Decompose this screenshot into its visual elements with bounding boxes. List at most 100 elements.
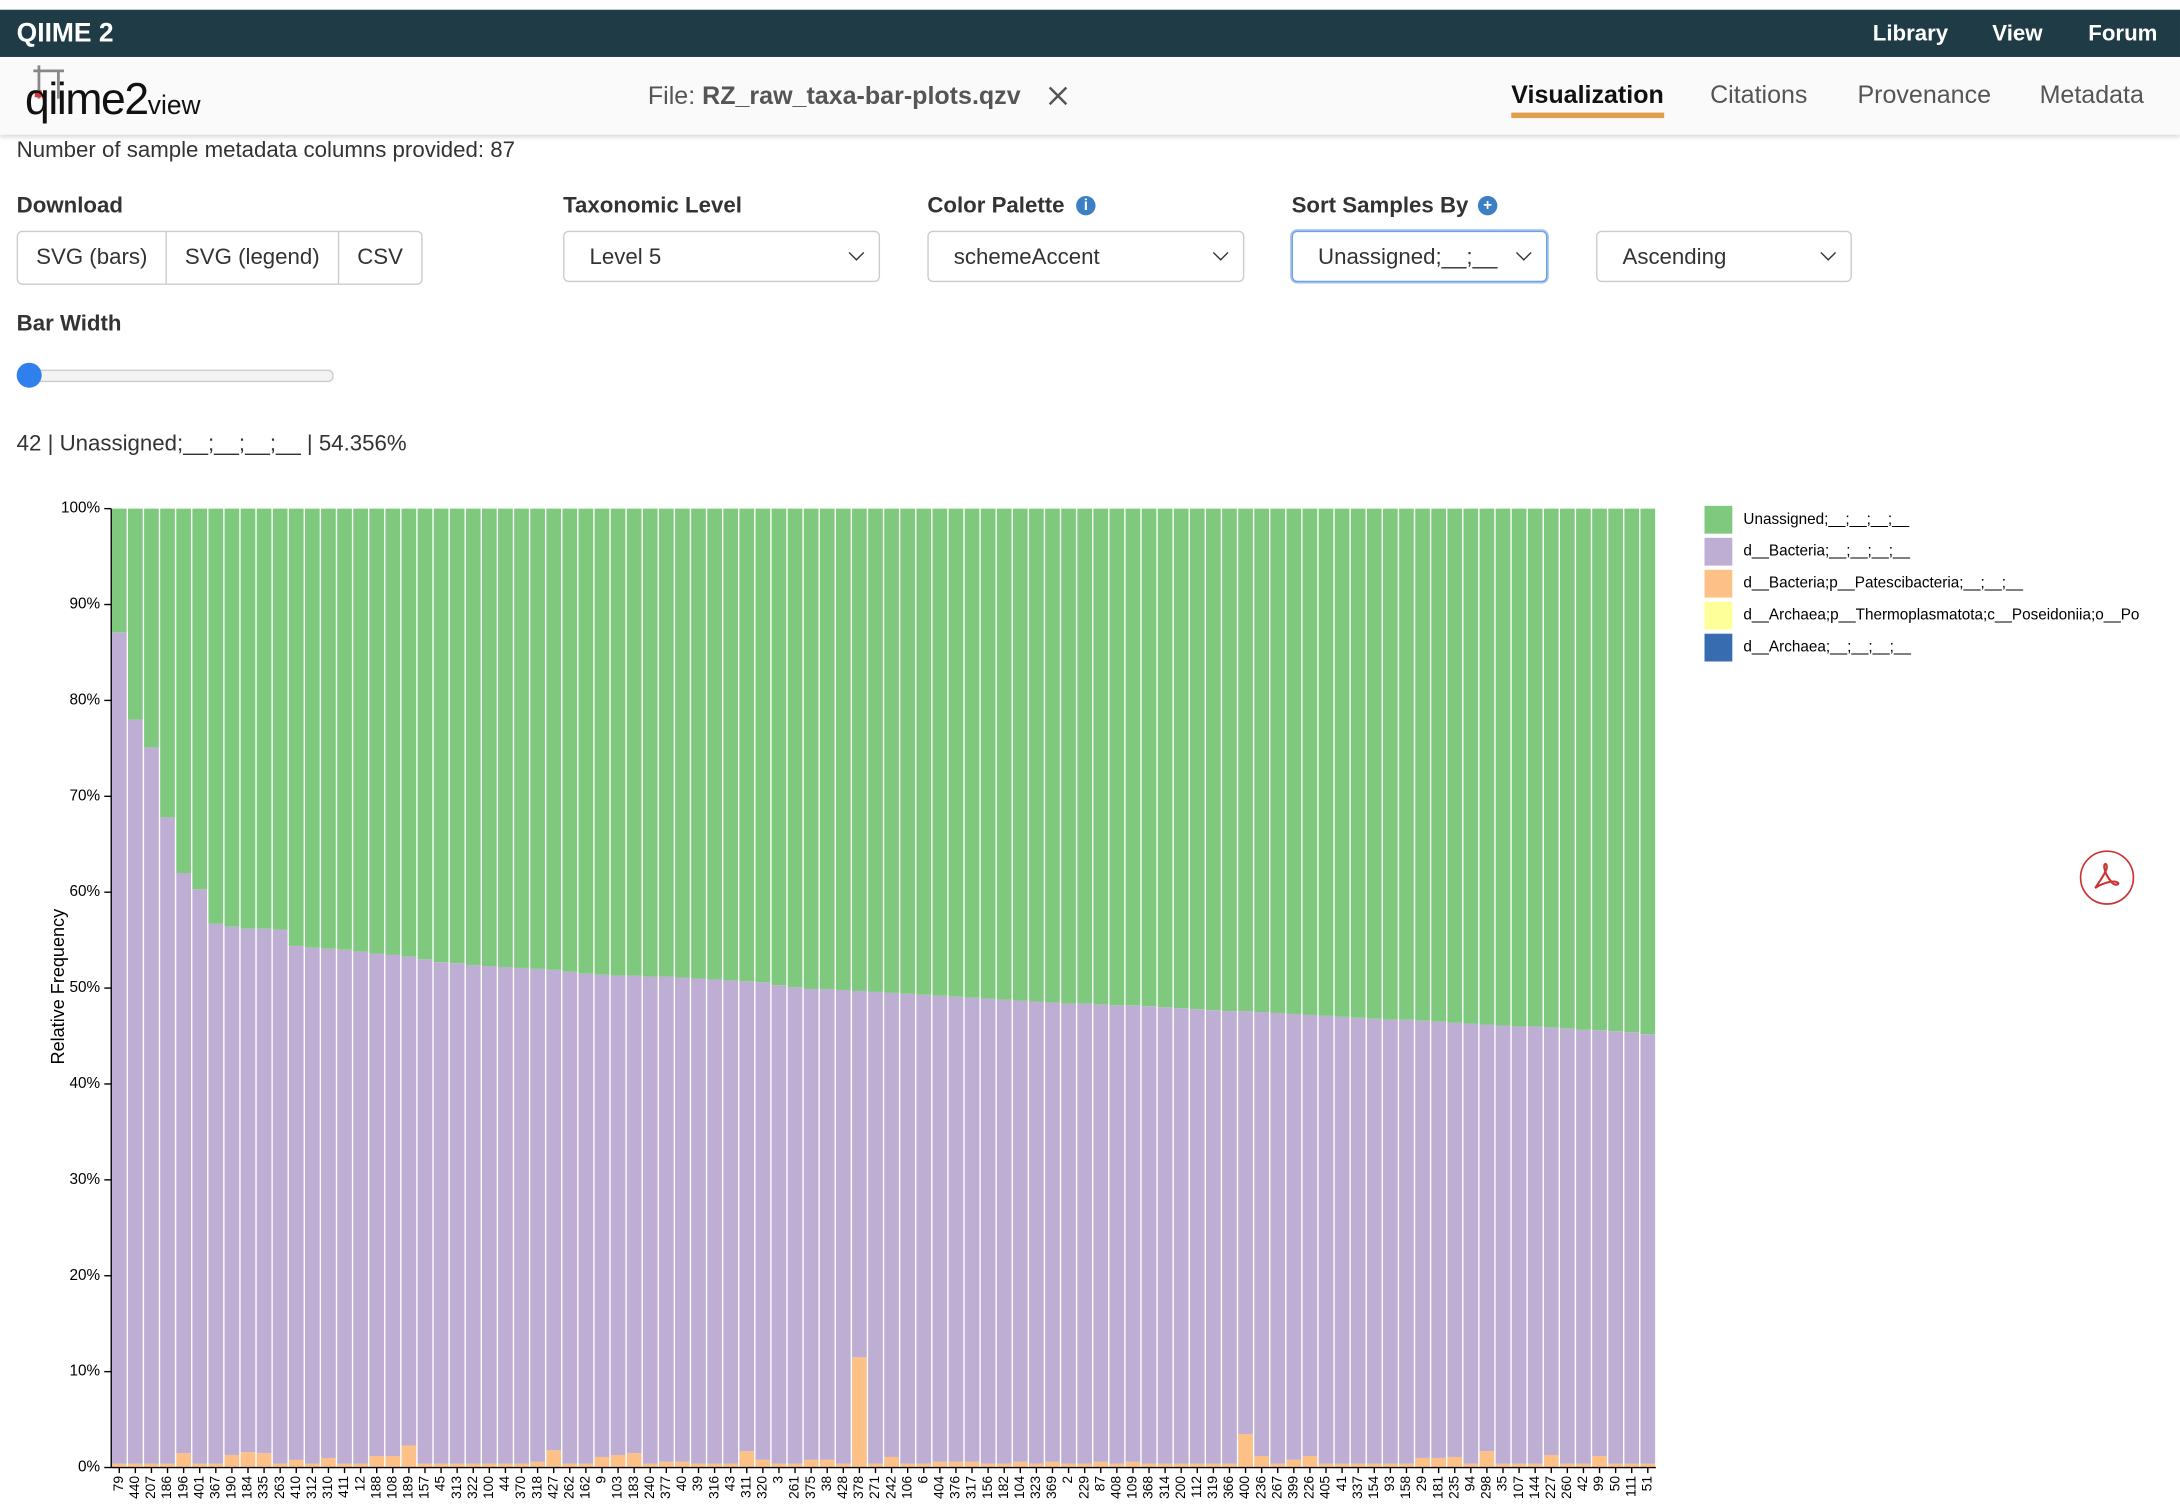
bar-segment	[160, 817, 175, 1464]
x-tick-label: 378	[850, 1476, 866, 1499]
button[interactable]: SVG (bars)	[18, 232, 167, 284]
y-tick-label: 20%	[70, 1267, 101, 1284]
file-name: RZ_raw_taxa-bar-plots.qzv	[702, 81, 1021, 110]
nav-link[interactable]: Library	[1872, 22, 1949, 46]
bar-segment	[1576, 1463, 1591, 1468]
x-tick-label: 108	[383, 1476, 399, 1499]
bar-segment	[1125, 1005, 1141, 1462]
button[interactable]: CSV	[357, 245, 403, 270]
x-tick-label: 375	[802, 1476, 818, 1499]
brand[interactable]: QIIME 2	[16, 19, 114, 49]
bar-segment	[642, 1463, 658, 1468]
header: qiime2view File: RZ_raw_taxa-bar-plots.q…	[0, 56, 2180, 135]
bar-segment	[578, 1463, 594, 1468]
tab[interactable]: Metadata	[2039, 80, 2144, 109]
x-tick-label: 236	[1252, 1476, 1268, 1499]
bar-segment	[1640, 1034, 1656, 1464]
x-tick-label: 261	[786, 1476, 802, 1499]
bar-segment	[1318, 508, 1334, 1016]
slider-track[interactable]	[16, 369, 334, 383]
bar-segment	[288, 945, 304, 1460]
bar-segment	[1077, 1003, 1093, 1464]
x-tick-label: 99	[1590, 1476, 1606, 1492]
bar-segment	[691, 1463, 706, 1468]
x-tick-label: 79	[110, 1476, 126, 1492]
button[interactable]: SVG (legend)	[167, 232, 340, 284]
x-tick-label: 186	[158, 1476, 174, 1499]
x-tick-label: 318	[528, 1476, 544, 1499]
bar-segment	[481, 1463, 497, 1468]
bar-segment	[465, 965, 481, 1464]
legend-label: d__Archaea;p__Thermoplasmatota;c__Poseid…	[1743, 607, 2139, 624]
bar-segment	[739, 508, 755, 982]
bar-segment	[1029, 1001, 1044, 1464]
bar-segment	[610, 1455, 626, 1468]
bar-segment	[771, 508, 787, 986]
bar-segment	[1479, 1451, 1495, 1468]
add-icon[interactable]: +	[1477, 195, 1498, 216]
x-tick-label: 100	[480, 1476, 496, 1499]
bar-segment	[996, 508, 1012, 1000]
bar-segment	[1302, 1456, 1318, 1468]
bar-segment	[1383, 508, 1398, 1020]
x-tick-label: 227	[1542, 1476, 1558, 1499]
bar-segment	[787, 1463, 803, 1468]
x-tick-label: 200	[1172, 1476, 1188, 1499]
bar-segment	[948, 508, 964, 997]
x-tick-label: 45	[432, 1476, 448, 1492]
bar-segment	[288, 508, 304, 946]
select[interactable]: Ascending	[1596, 230, 1852, 283]
close-icon[interactable]	[1048, 86, 1068, 106]
nav-link[interactable]: View	[1992, 22, 2043, 46]
x-tick-label: 103	[609, 1476, 625, 1499]
bar-segment	[610, 975, 626, 1456]
bar-segment	[208, 508, 224, 924]
bar-segment	[1447, 1456, 1463, 1468]
bar-segment	[546, 1450, 562, 1468]
x-tick-label: 183	[625, 1476, 641, 1499]
bar-segment	[964, 1461, 980, 1468]
bar-segment	[803, 1459, 819, 1468]
bar-segment	[980, 998, 996, 1464]
bar-segment	[256, 1453, 272, 1468]
bar-segment	[1366, 508, 1382, 1019]
pdf-icon[interactable]	[2078, 849, 2135, 906]
bar-segment	[1415, 1020, 1430, 1458]
bar-segment	[1061, 1003, 1076, 1464]
tab[interactable]: Visualization	[1511, 81, 1664, 119]
bar-segment	[353, 508, 368, 952]
select[interactable]: schemeAccent	[927, 230, 1245, 283]
bar-segment	[1302, 508, 1318, 1015]
bar-segment	[256, 508, 272, 929]
bar-segment	[675, 977, 690, 1462]
x-tick-label: 93	[1381, 1476, 1397, 1492]
bar-segment	[272, 508, 288, 930]
bar-segment	[562, 1463, 578, 1468]
select[interactable]: Level 5	[563, 230, 881, 283]
x-tick-label: 229	[1075, 1476, 1091, 1499]
bar-segment	[900, 508, 916, 994]
y-tick-label: 30%	[70, 1171, 101, 1188]
info-icon[interactable]: i	[1076, 195, 1096, 216]
x-tick-label: 109	[1124, 1476, 1140, 1499]
x-tick-label: 182	[995, 1476, 1011, 1499]
tab[interactable]: Provenance	[1857, 80, 1992, 109]
bar-segment	[1431, 1457, 1446, 1468]
bar-segment	[1254, 1012, 1269, 1457]
y-axis-label: Relative Frequency	[48, 909, 68, 1065]
logo[interactable]: qiime2view	[25, 74, 201, 125]
bar-segment	[1045, 508, 1060, 1003]
bar-segment	[626, 975, 642, 1454]
legend-label: d__Archaea;__;__;__;__	[1743, 639, 1911, 656]
bar-segment	[1270, 1013, 1286, 1464]
slider-thumb[interactable]	[16, 362, 42, 388]
bar-segment	[594, 974, 610, 1457]
bar-segment	[658, 1461, 674, 1468]
bar-segment	[1222, 1011, 1237, 1464]
bar-segment	[144, 747, 159, 1464]
select[interactable]: Unassigned;__;__	[1291, 230, 1548, 283]
x-tick-label: 311	[737, 1476, 753, 1498]
tab[interactable]: Citations	[1710, 80, 1808, 109]
bar-segment	[240, 1452, 256, 1468]
nav-link[interactable]: Forum	[2088, 22, 2158, 46]
